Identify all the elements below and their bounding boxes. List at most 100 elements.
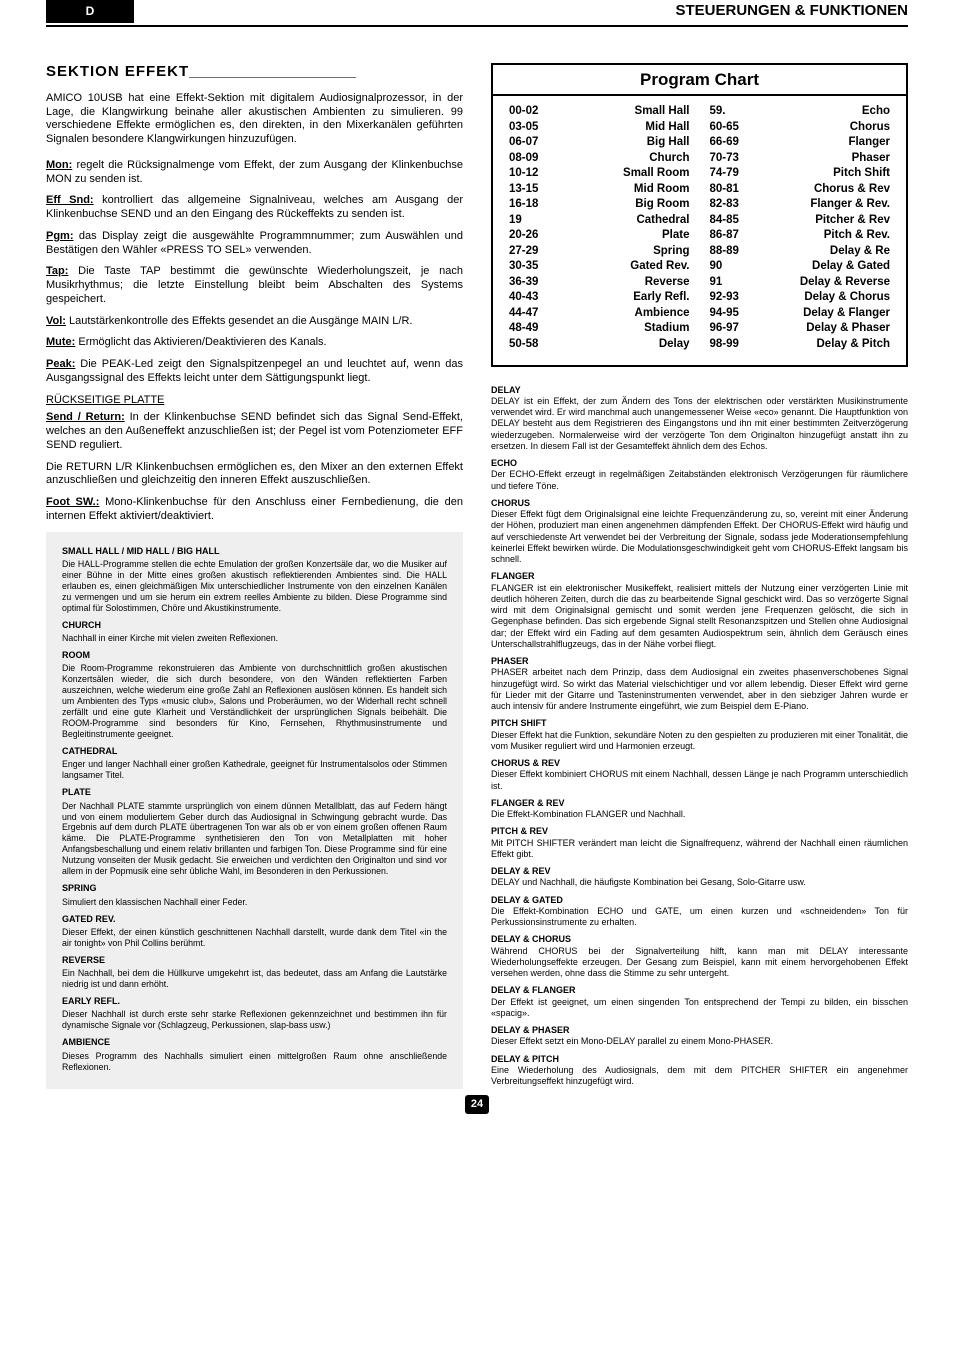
effect-heading: DELAY & FLANGER: [491, 985, 908, 996]
program-chart-cols: 00-02Small Hall03-05Mid Hall06-07Big Hal…: [509, 104, 890, 352]
param-item: Mute: Ermöglicht das Aktivieren/Deaktivi…: [46, 336, 463, 350]
program-row: 08-09Church: [509, 151, 690, 167]
program-code: 44-47: [509, 306, 553, 322]
right-effects-block: DELAYDELAY ist ein Effekt, der zum Änder…: [491, 385, 908, 1088]
effect-heading: ROOM: [62, 650, 447, 661]
program-row: 84-85Pitcher & Rev: [710, 213, 891, 229]
program-code: 60-65: [710, 120, 754, 136]
page-header: D STEUERUNGEN & FUNKTIONEN: [46, 0, 908, 27]
program-name: Delay & Re: [754, 244, 891, 260]
program-code: 48-49: [509, 321, 553, 337]
program-code: 70-73: [710, 151, 754, 167]
param-item: Send / Return: In der Klinkenbuchse SEND…: [46, 411, 463, 452]
effect-heading: ECHO: [491, 458, 908, 469]
program-row: 86-87Pitch & Rev.: [710, 228, 891, 244]
backplate-heading: RÜCKSEITIGE PLATTE: [46, 394, 463, 408]
program-row: 50-58Delay: [509, 337, 690, 353]
effect-text: Während CHORUS bei der Signalverteilung …: [491, 946, 908, 980]
foot-sw-param: Foot SW.: Mono-Klinkenbuchse für den Ans…: [46, 496, 463, 524]
program-code: 59.: [710, 104, 754, 120]
program-row: 00-02Small Hall: [509, 104, 690, 120]
program-code: 27-29: [509, 244, 553, 260]
param-list-2: Send / Return: In der Klinkenbuchse SEND…: [46, 411, 463, 452]
program-row: 48-49Stadium: [509, 321, 690, 337]
effect-heading: SPRING: [62, 883, 447, 894]
program-name: Chorus & Rev: [754, 182, 891, 198]
program-code: 66-69: [710, 135, 754, 151]
effect-text: DELAY ist ein Effekt, der zum Ändern des…: [491, 396, 908, 452]
param-text: Lautstärkenkontrolle des Effekts gesende…: [66, 315, 413, 327]
program-row: 27-29Spring: [509, 244, 690, 260]
param-label: Tap:: [46, 265, 68, 277]
header-title: STEUERUNGEN & FUNKTIONEN: [675, 2, 908, 21]
effect-text: Die Room-Programme rekonstruieren das Am…: [62, 663, 447, 740]
program-name: Echo: [754, 104, 891, 120]
program-name: Spring: [553, 244, 690, 260]
program-name: Delay & Reverse: [754, 275, 891, 291]
effect-heading: DELAY & GATED: [491, 895, 908, 906]
left-column: SEKTION EFFEKT____________________ AMICO…: [46, 63, 463, 1089]
param-label: Peak:: [46, 358, 75, 370]
param-label: Mute:: [46, 336, 75, 348]
effect-heading: EARLY REFL.: [62, 996, 447, 1007]
program-name: Reverse: [553, 275, 690, 291]
foot-sw-text: Mono-Klinkenbuchse für den Anschluss ein…: [46, 496, 463, 522]
program-name: Small Room: [553, 166, 690, 182]
intro-text: AMICO 10USB hat eine Effekt-Sektion mit …: [46, 92, 463, 147]
effect-text: Dieser Nachhall ist durch erste sehr sta…: [62, 1009, 447, 1031]
effect-heading: AMBIENCE: [62, 1037, 447, 1048]
effect-text: FLANGER ist ein elektronischer Musikeffe…: [491, 583, 908, 651]
program-row: 96-97Delay & Phaser: [710, 321, 891, 337]
program-chart: Program Chart 00-02Small Hall03-05Mid Ha…: [491, 63, 908, 367]
program-row: 13-15Mid Room: [509, 182, 690, 198]
program-row: 03-05Mid Hall: [509, 120, 690, 136]
program-code: 91: [710, 275, 754, 291]
effect-heading: FLANGER & REV: [491, 798, 908, 809]
program-row: 74-79Pitch Shift: [710, 166, 891, 182]
effect-heading: DELAY & PHASER: [491, 1025, 908, 1036]
program-name: Stadium: [553, 321, 690, 337]
param-item: Mon: regelt die Rücksignalmenge vom Effe…: [46, 159, 463, 187]
returns-text: Die RETURN L/R Klinkenbuchsen ermögliche…: [46, 461, 463, 489]
effect-heading: CHURCH: [62, 620, 447, 631]
program-name: Gated Rev.: [553, 259, 690, 275]
program-code: 08-09: [509, 151, 553, 167]
effect-text: Der Effekt ist geeignet, um einen singen…: [491, 997, 908, 1020]
foot-sw-label: Foot SW.:: [46, 496, 99, 508]
program-row: 60-65Chorus: [710, 120, 891, 136]
effect-heading: CHORUS: [491, 498, 908, 509]
lang-badge: D: [46, 0, 134, 23]
program-code: 92-93: [710, 290, 754, 306]
program-name: Flanger & Rev.: [754, 197, 891, 213]
effect-heading: DELAY & CHORUS: [491, 934, 908, 945]
effect-text: Simuliert den klassischen Nachhall einer…: [62, 897, 447, 908]
program-row: 16-18Big Room: [509, 197, 690, 213]
program-name: Delay & Chorus: [754, 290, 891, 306]
program-code: 10-12: [509, 166, 553, 182]
program-code: 36-39: [509, 275, 553, 291]
effect-text: Der ECHO-Effekt erzeugt in regelmäßigen …: [491, 469, 908, 492]
program-row: 82-83Flanger & Rev.: [710, 197, 891, 213]
program-code: 96-97: [710, 321, 754, 337]
program-name: Early Refl.: [553, 290, 690, 306]
param-label: Eff Snd:: [46, 194, 94, 206]
program-row: 20-26Plate: [509, 228, 690, 244]
effect-text: Eine Wiederholung des Audiosignals, dem …: [491, 1065, 908, 1088]
param-label: Vol:: [46, 315, 66, 327]
program-name: Big Hall: [553, 135, 690, 151]
program-row: 59.Echo: [710, 104, 891, 120]
program-row: 94-95Delay & Flanger: [710, 306, 891, 322]
program-name: Pitch & Rev.: [754, 228, 891, 244]
program-row: 70-73Phaser: [710, 151, 891, 167]
program-row: 44-47Ambience: [509, 306, 690, 322]
program-name: Cathedral: [553, 213, 690, 229]
param-text: regelt die Rücksignalmenge vom Effekt, d…: [46, 159, 463, 185]
content-columns: SEKTION EFFEKT____________________ AMICO…: [46, 63, 908, 1089]
param-text: Die Taste TAP bestimmt die gewünschte Wi…: [46, 265, 463, 305]
program-code: 19: [509, 213, 553, 229]
section-title: SEKTION EFFEKT____________________: [46, 63, 463, 82]
effect-text: Die Effekt-Kombination FLANGER und Nachh…: [491, 809, 908, 820]
program-code: 74-79: [710, 166, 754, 182]
effect-text: Die Effekt-Kombination ECHO und GATE, um…: [491, 906, 908, 929]
effect-heading: PHASER: [491, 656, 908, 667]
